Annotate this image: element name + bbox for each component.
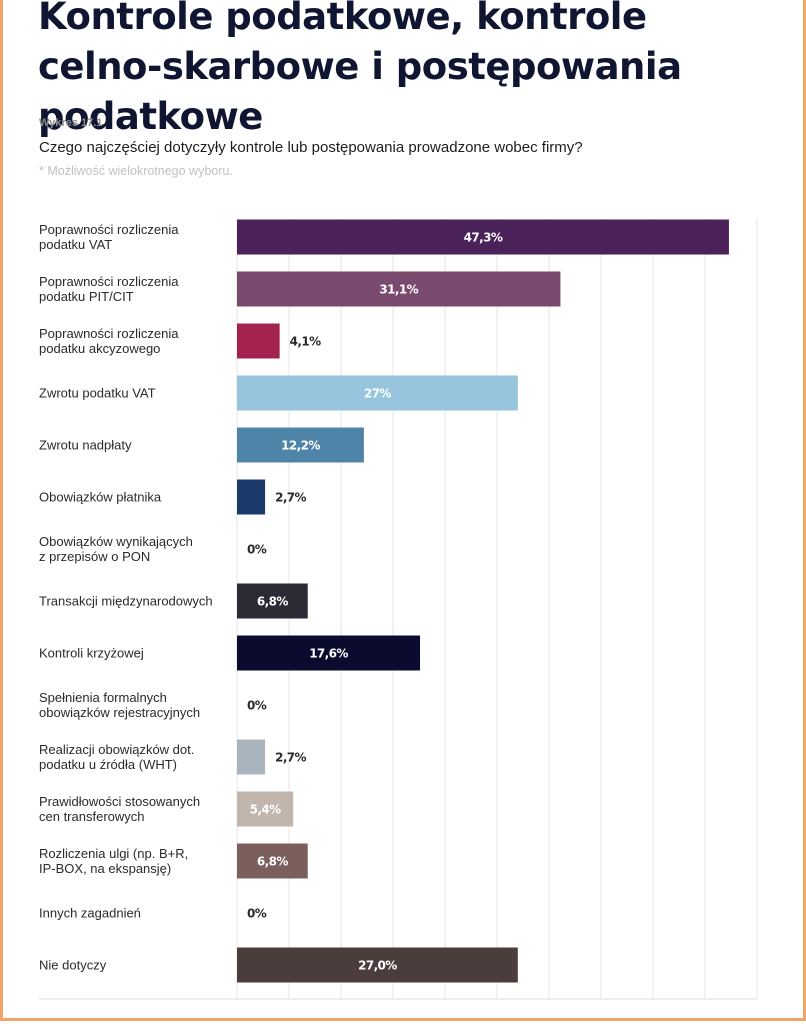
data-label: 5,4% [250, 803, 281, 817]
category-label: Nie dotyczy [39, 958, 107, 973]
data-label: 2,7% [275, 491, 306, 505]
bar [237, 843, 308, 879]
data-label: 17,6% [309, 647, 348, 661]
category-label: Realizacji obowiązków dot. podatku u źród… [39, 742, 194, 772]
bar [237, 271, 561, 307]
chart-question: Czego najczęściej dotyczyły kontrole lub… [39, 139, 583, 156]
category-label: Obowiązków płatnika [39, 490, 162, 505]
data-label: 2,7% [275, 751, 306, 765]
bar [237, 219, 729, 255]
category-label: Innych zagadnień [39, 906, 141, 921]
data-label: 6,8% [257, 855, 288, 869]
bar [237, 323, 280, 359]
data-label: 0% [247, 907, 267, 921]
bar [237, 791, 294, 827]
data-label: 0% [247, 699, 267, 713]
bar [237, 583, 308, 619]
data-label: 47,3% [464, 231, 503, 245]
category-label: Transakcji międzynarodowych [39, 594, 213, 609]
bar [237, 427, 364, 463]
category-label: Obowiązków wynikających z przepisów o PON [39, 534, 193, 564]
category-label: Poprawności rozliczenia podatku akcyzoweg… [39, 326, 179, 356]
bar [237, 375, 518, 411]
category-label: Rozliczenia ulgi (np. B+R, IP-BOX, na eks… [39, 846, 188, 876]
bar [237, 635, 421, 671]
bar [237, 479, 266, 515]
bar [237, 739, 266, 775]
category-label: Poprawności rozliczenia podatku VAT [39, 222, 179, 252]
category-label: Prawidłowości stosowanych cen transferowy… [39, 794, 200, 824]
data-label: 4,1% [290, 335, 321, 349]
category-label: Spełnienia formalnych obowiązków rejestra… [39, 690, 200, 720]
bar [237, 947, 518, 983]
data-label: 0% [247, 543, 267, 557]
category-label: Zwrotu nadpłaty [39, 438, 132, 453]
data-label: 6,8% [257, 595, 288, 609]
category-label: Zwrotu podatku VAT [39, 386, 156, 401]
data-label: 27,0% [358, 959, 397, 973]
page-title: Kontrole podatkowe, kontrole celno-skarb… [38, 0, 682, 138]
chart-number-label: Wykres 17.1 [39, 117, 103, 129]
data-label: 31,1% [379, 283, 418, 297]
category-label: Poprawności rozliczenia podatku PIT/CIT [39, 274, 179, 304]
category-label: Kontroli krzyżowej [39, 646, 144, 661]
data-label: 27% [364, 387, 391, 401]
multiple-choice-note: * Możliwość wielokrotnego wyboru. [39, 164, 233, 178]
data-label: 12,2% [281, 439, 320, 453]
